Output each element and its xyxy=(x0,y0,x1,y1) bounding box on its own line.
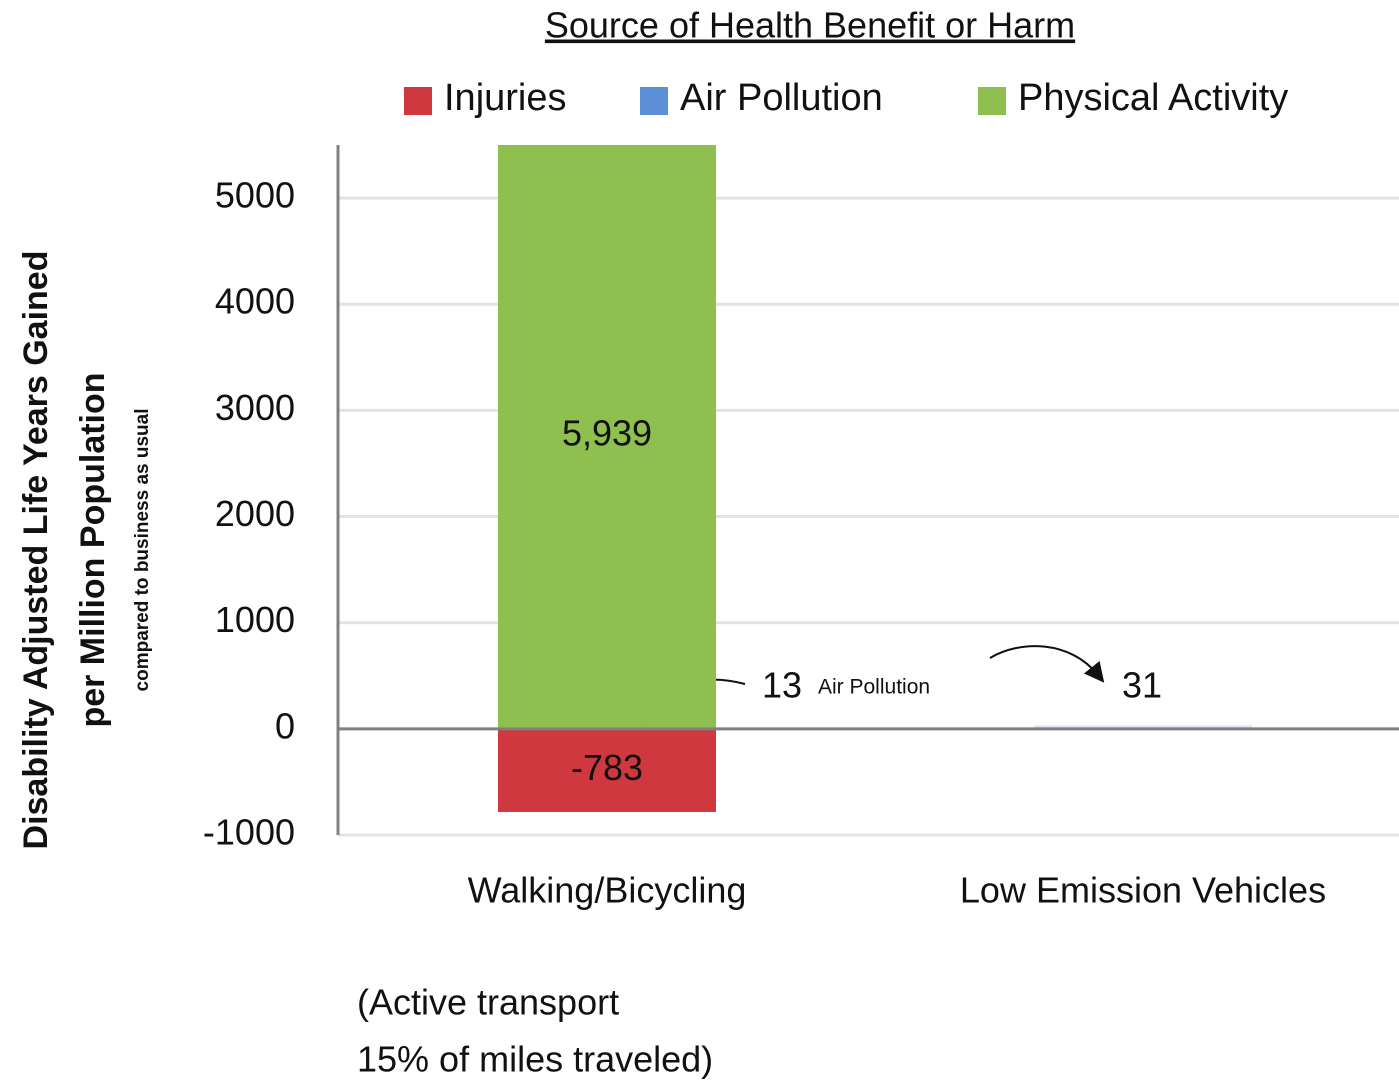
legend-label: Injuries xyxy=(444,77,567,119)
y-tick-label: 3000 xyxy=(215,387,295,428)
legend-label: Physical Activity xyxy=(1018,77,1288,119)
annotation: (Active transport xyxy=(357,982,619,1023)
y-tick-label: 1000 xyxy=(215,599,295,640)
x-tick-label: Walking/Bicycling xyxy=(468,870,747,911)
bar-segment xyxy=(1034,725,1252,729)
y-tick-label: 5000 xyxy=(215,175,295,216)
y-axis-subtitle: compared to business as usual xyxy=(132,409,153,692)
legend-title: Source of Health Benefit or Harm xyxy=(545,5,1075,46)
x-tick-label: Low Emission Vehicles xyxy=(960,870,1326,911)
arrow xyxy=(989,645,1105,683)
legend-swatch xyxy=(978,87,1006,115)
value-label: 13 xyxy=(762,665,802,706)
annotation: 15% of miles traveled) xyxy=(357,1039,713,1080)
y-tick-label: -1000 xyxy=(203,812,295,853)
bar-segment xyxy=(498,145,716,728)
value-label: -783 xyxy=(571,747,643,788)
value-label: 31 xyxy=(1122,665,1162,706)
value-label: 5,939 xyxy=(562,413,652,454)
legend-swatch xyxy=(640,87,668,115)
annotation: Air Pollution xyxy=(818,676,930,699)
y-axis-title: Disability Adjusted Life Years Gained xyxy=(17,251,55,850)
y-tick-label: 4000 xyxy=(215,281,295,322)
bar-segment xyxy=(498,728,716,812)
y-tick-label: 0 xyxy=(275,705,295,746)
y-axis-title: per Million Population xyxy=(74,372,112,727)
legend-label: Air Pollution xyxy=(680,77,883,119)
y-tick-label: 2000 xyxy=(215,493,295,534)
legend-swatch xyxy=(404,87,432,115)
